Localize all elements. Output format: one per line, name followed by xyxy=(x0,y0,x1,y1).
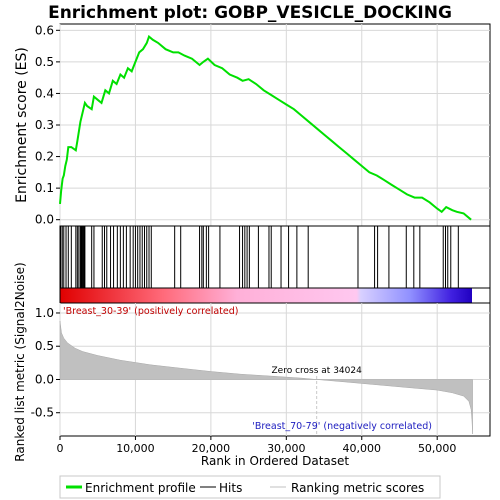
es-y-tick-label: 0.6 xyxy=(35,23,54,37)
x-tick-label: 50,000 xyxy=(418,442,457,455)
negative-correlation-label: 'Breast_70-79' (negatively correlated) xyxy=(252,421,432,432)
es-y-tick-label: 0.4 xyxy=(35,86,54,100)
legend: Enrichment profile Hits Ranking metric s… xyxy=(59,475,441,499)
metric-y-axis-label: Ranked list metric (Signal2Noise) xyxy=(13,262,27,461)
x-tick-label: 0 xyxy=(57,442,64,455)
es-y-ticks: 0.0 0.1 0.2 0.3 0.4 0.5 0.6 xyxy=(35,23,60,227)
ranking-metric-area xyxy=(59,320,473,435)
metric-y-tick-label: -0.5 xyxy=(31,406,54,420)
x-axis-label: Rank in Ordered Dataset xyxy=(201,454,349,468)
x-tick-label: 30,000 xyxy=(267,442,306,455)
es-y-axis-label: Enrichment score (ES) xyxy=(14,47,30,203)
hits-panel xyxy=(59,225,491,289)
metric-x-ticks: 0 10,000 20,000 30,000 40,000 50,000 xyxy=(57,436,457,455)
es-gridlines xyxy=(59,24,490,226)
chart-title: Enrichment plot: GOBP_VESICLE_DOCKING xyxy=(48,3,452,23)
es-panel: 0.0 0.1 0.2 0.3 0.4 0.5 0.6 Enrichment score (… xyxy=(14,23,491,227)
x-tick-label: 20,000 xyxy=(192,442,231,455)
metric-y-tick-label: 1.0 xyxy=(35,306,54,320)
es-y-tick-label: 0.1 xyxy=(35,181,54,195)
es-y-tick-label: 0.5 xyxy=(35,55,54,69)
legend-frame xyxy=(59,475,441,499)
metric-panel: Zero cross at 34024 'Breast_30-39' (posi… xyxy=(13,262,491,468)
es-y-tick-label: 0.2 xyxy=(35,150,54,164)
legend-enrichment-label: Enrichment profile xyxy=(85,481,196,495)
x-tick-label: 40,000 xyxy=(343,442,382,455)
metric-y-tick-label: 0.0 xyxy=(35,372,54,386)
enrichment-profile-line xyxy=(59,34,472,221)
x-tick-label: 10,000 xyxy=(116,442,155,455)
rank-color-bar xyxy=(60,288,472,303)
es-y-tick-label: 0.3 xyxy=(35,118,54,132)
legend-hits-label: Hits xyxy=(219,481,242,495)
metric-y-tick-label: 0.5 xyxy=(35,339,54,353)
zero-cross-label: Zero cross at 34024 xyxy=(272,366,363,376)
positive-correlation-label: 'Breast_30-39' (positively correlated) xyxy=(63,306,239,317)
legend-metric-label: Ranking metric scores xyxy=(291,481,424,495)
es-y-tick-label: 0.0 xyxy=(35,213,54,227)
hit-lines xyxy=(60,226,459,288)
hits-panel-frame xyxy=(59,225,491,289)
metric-y-ticks: -0.5 0.0 0.5 1.0 xyxy=(31,306,60,420)
